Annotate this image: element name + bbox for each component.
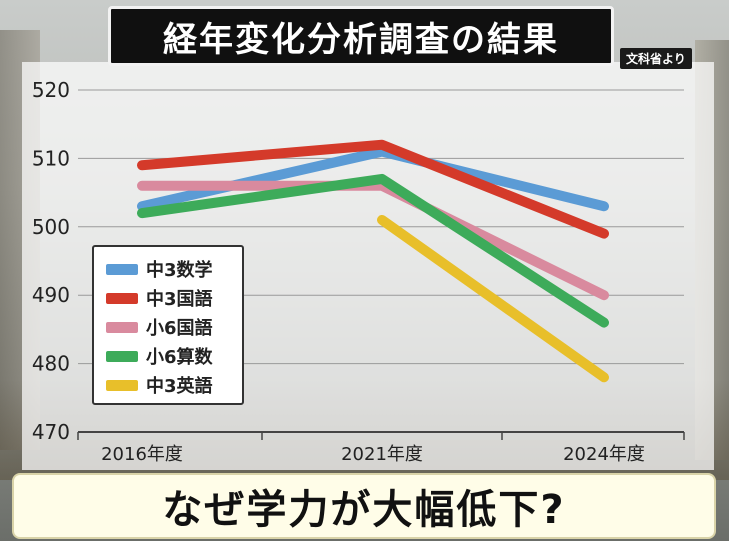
legend-swatch [106, 263, 138, 275]
legend-swatch [106, 379, 138, 391]
source-label: 文科省より [620, 48, 692, 69]
x-tick-label: 2024年度 [563, 444, 645, 465]
series-line-5 [377, 214, 609, 383]
line-chart: 470 480 490 500 510 520 2016年度 2021年度 2024年度 [32, 78, 685, 465]
legend-item: 小6国語 [106, 313, 213, 341]
legend-item: 小6算数 [106, 342, 213, 370]
caption-text: なぜ学力が大幅低下? [162, 487, 566, 533]
legend-label: 小6国語 [146, 318, 213, 339]
series-line-4 [137, 173, 609, 328]
legend-label: 中3数学 [146, 260, 213, 281]
legend-item: 中3国語 [106, 284, 213, 312]
y-tick-label: 520 [32, 78, 70, 102]
chart-title: 経年変化分析調査の結果 [163, 19, 559, 60]
series-line-3 [137, 180, 609, 301]
x-tick-label: 2016年度 [101, 444, 183, 465]
legend-item: 中3数学 [106, 255, 213, 283]
y-tick-label: 510 [32, 146, 70, 170]
series-line-2 [137, 139, 609, 239]
legend-swatch [106, 292, 138, 304]
legend-label: 小6算数 [146, 347, 213, 368]
y-tick-label: 470 [32, 420, 70, 444]
y-tick-label: 500 [32, 215, 70, 239]
x-tick-label: 2021年度 [341, 444, 423, 465]
title-banner: 経年変化分析調査の結果 [108, 6, 614, 66]
legend-label: 中3国語 [146, 289, 213, 310]
chart-legend: 中3数学中3国語小6国語小6算数中3英語 [92, 245, 244, 405]
y-tick-label: 480 [32, 352, 70, 376]
legend-item: 中3英語 [106, 371, 213, 399]
y-tick-label: 490 [32, 283, 70, 307]
legend-swatch [106, 321, 138, 333]
legend-label: 中3英語 [146, 376, 213, 397]
legend-swatch [106, 350, 138, 362]
caption-bar: なぜ学力が大幅低下? [12, 473, 716, 539]
